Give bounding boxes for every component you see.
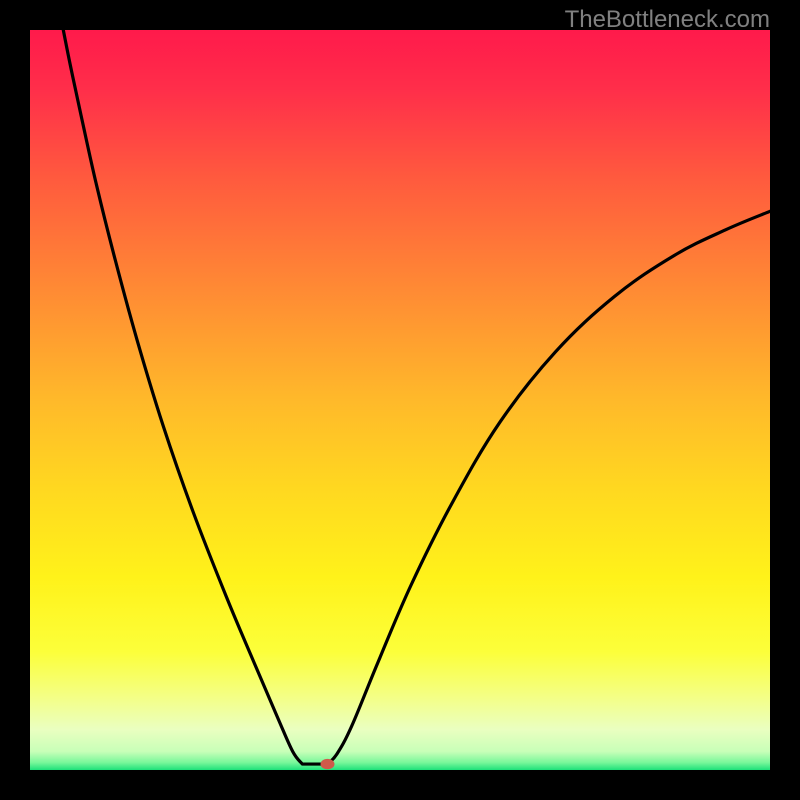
chart-svg <box>0 0 800 800</box>
optimal-point-marker <box>320 759 334 769</box>
watermark-text: TheBottleneck.com <box>565 6 770 34</box>
plot-area <box>30 30 770 770</box>
chart-stage: TheBottleneck.com <box>0 0 800 800</box>
